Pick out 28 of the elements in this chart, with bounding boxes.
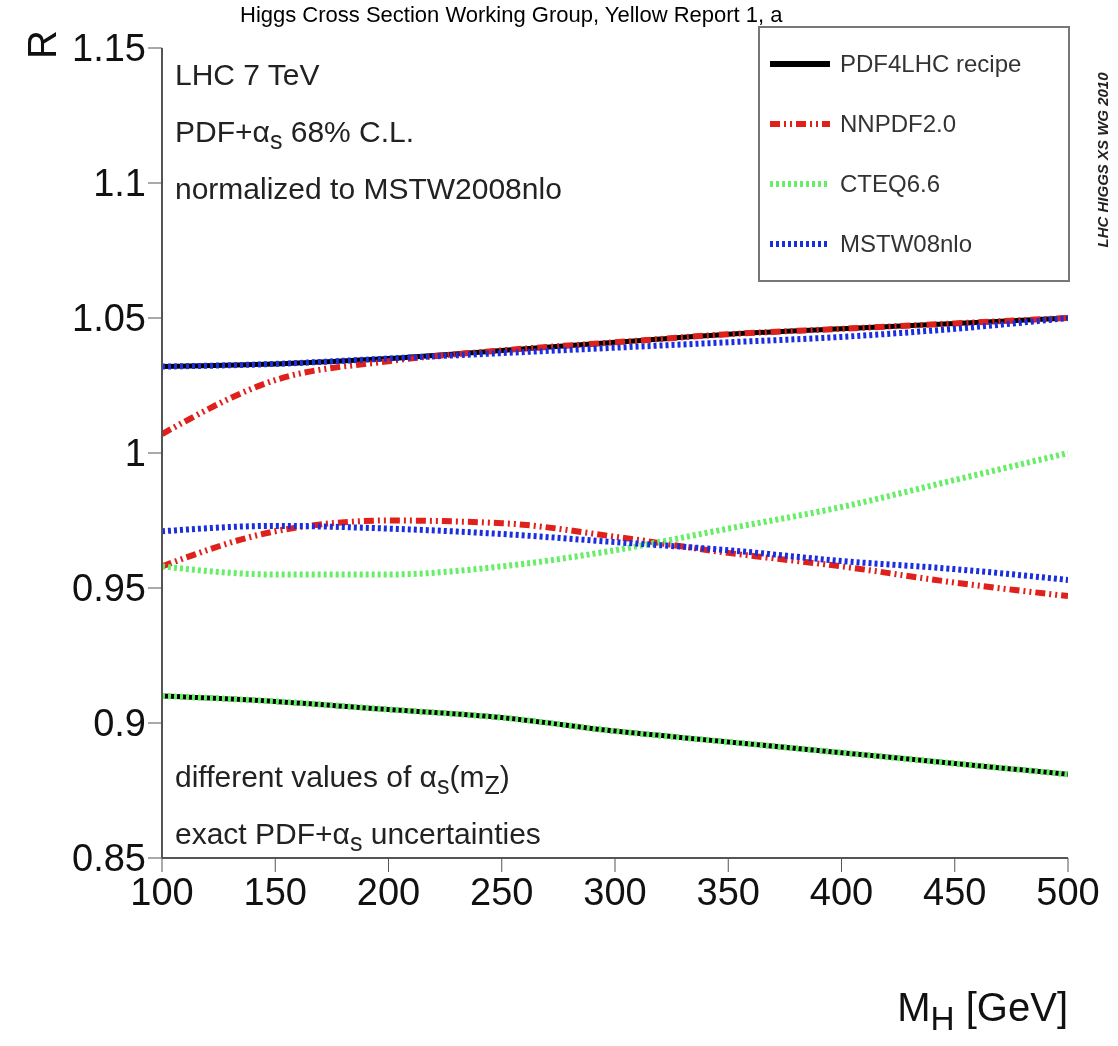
x-tick-label: 400: [809, 870, 874, 913]
x-tick-label: 300: [583, 870, 647, 913]
annotation: LHC 7 TeV: [175, 58, 320, 91]
y-tick-label: 1.05: [72, 297, 146, 340]
legend-label: NNPDF2.0: [840, 110, 957, 138]
legend-label: PDF4LHC recipe: [840, 50, 1022, 78]
x-tick-label: 150: [243, 870, 307, 913]
text: LHC HIGGS XS WG 2010: [1093, 72, 1111, 248]
x-tick-label: 250: [470, 870, 534, 913]
annotation: exact PDF+α$_{s}$ uncertainties: [175, 817, 541, 856]
annotation: PDF+α$_{s}$ 68% C.L.: [175, 115, 415, 154]
x-tick-label: 200: [356, 870, 421, 913]
y-tick-label: 0.9: [93, 702, 146, 745]
x-tick-label: 500: [1036, 870, 1100, 913]
chart-title: Higgs Cross Section Working Group, Yellow Report 1, a: [240, 2, 783, 27]
y-tick-label: 0.95: [72, 567, 146, 610]
legend-label: MSTW08nlo: [840, 230, 973, 258]
x-tick-label: 350: [696, 870, 760, 913]
annotation: normalized to MSTW2008nlo: [175, 172, 562, 205]
x-tick-label: 100: [130, 870, 194, 913]
annotation: different values of α$_{s}$(m$_{Z}$): [175, 760, 510, 799]
y-tick-label: 1: [124, 432, 146, 475]
y-tick-label: 1.15: [72, 27, 146, 70]
x-tick-label: 450: [923, 870, 987, 913]
y-tick-label: 1.1: [93, 162, 146, 205]
x-axis-title: M$_{H}$ [GeV]: [897, 985, 1068, 1037]
y-axis-title: R: [19, 30, 64, 59]
legend-label: CTEQ6.6: [840, 170, 941, 198]
